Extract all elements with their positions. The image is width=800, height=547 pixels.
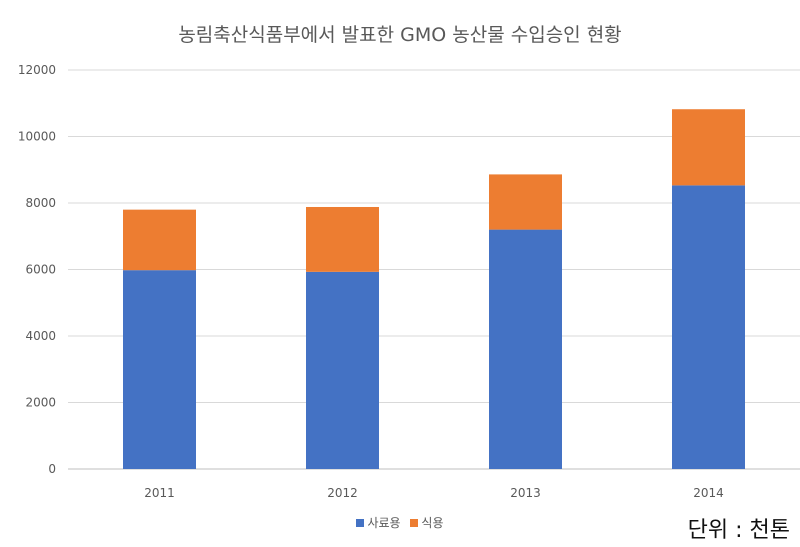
bar-feed-2012 <box>306 271 379 469</box>
y-axis-ticks: 0 2000 4000 6000 8000 10000 12000 <box>18 63 56 476</box>
legend-item-feed: 사료용 <box>356 514 401 531</box>
legend-item-food: 식용 <box>410 514 444 531</box>
y-tick-label: 2000 <box>25 396 56 410</box>
bar-food-2012 <box>306 206 379 272</box>
y-tick-label: 10000 <box>18 130 56 144</box>
x-tick-label: 2012 <box>327 486 358 500</box>
legend-label-food: 식용 <box>421 516 444 530</box>
x-tick-label: 2013 <box>510 486 541 500</box>
legend-swatch-feed <box>356 518 365 527</box>
x-axis-ticks: 2011 2012 2013 2014 <box>144 486 724 500</box>
y-tick-label: 6000 <box>25 263 56 277</box>
y-tick-label: 4000 <box>25 329 56 343</box>
bar-food-2014 <box>672 109 745 186</box>
bar-feed-2011 <box>123 270 196 469</box>
y-tick-label: 0 <box>48 462 56 476</box>
y-tick-label: 12000 <box>18 63 56 77</box>
bar-food-2013 <box>489 174 562 230</box>
bar-food-2011 <box>123 209 196 271</box>
legend-label-feed: 사료용 <box>367 516 401 530</box>
bar-feed-2013 <box>489 229 562 469</box>
bar-feed-2014 <box>672 185 745 469</box>
chart-title: 농림축산식품부에서 발표한 GMO 농산물 수입승인 현황 <box>178 24 622 46</box>
unit-note: 단위 : 천톤 <box>687 518 790 543</box>
legend-swatch-food <box>410 518 419 527</box>
legend: 사료용 식용 <box>0 514 800 531</box>
x-tick-label: 2014 <box>693 486 724 500</box>
x-tick-label: 2011 <box>144 486 175 500</box>
bars <box>123 109 745 469</box>
y-tick-label: 8000 <box>25 196 56 210</box>
